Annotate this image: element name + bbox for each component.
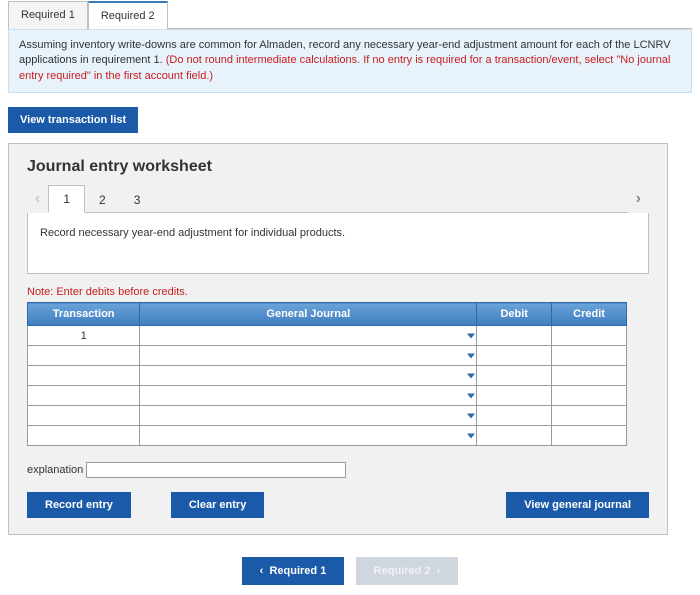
dropdown-arrow-icon	[467, 333, 475, 338]
cell-account[interactable]	[140, 346, 477, 366]
cell-debit[interactable]	[477, 326, 552, 346]
cell-credit[interactable]	[552, 366, 627, 386]
col-transaction: Transaction	[28, 303, 140, 326]
cell-transaction	[28, 366, 140, 386]
cell-credit[interactable]	[552, 426, 627, 446]
cell-debit[interactable]	[477, 346, 552, 366]
dropdown-arrow-icon	[467, 433, 475, 438]
tab-required-2[interactable]: Required 2	[88, 1, 168, 29]
cell-account[interactable]	[140, 326, 477, 346]
explanation-row: explanation	[27, 462, 649, 478]
nav-next-label: Required 2	[374, 565, 431, 577]
worksheet-tab-2[interactable]: 2	[85, 187, 120, 213]
view-transaction-list-button[interactable]: View transaction list	[8, 107, 138, 133]
table-row	[28, 386, 627, 406]
journal-table-body: 1	[28, 326, 627, 446]
cell-credit[interactable]	[552, 386, 627, 406]
worksheet-pager: ‹ 1 2 3 ›	[27, 184, 649, 213]
clear-entry-button[interactable]: Clear entry	[171, 492, 264, 518]
nav-prev-button[interactable]: ‹ Required 1	[242, 557, 345, 585]
cell-transaction	[28, 346, 140, 366]
table-row	[28, 346, 627, 366]
cell-transaction	[28, 426, 140, 446]
nav-next-button: Required 2 ›	[356, 557, 459, 585]
cell-account[interactable]	[140, 406, 477, 426]
cell-account[interactable]	[140, 426, 477, 446]
col-general-journal: General Journal	[140, 303, 477, 326]
col-debit: Debit	[477, 303, 552, 326]
table-row	[28, 366, 627, 386]
table-row	[28, 406, 627, 426]
entry-instruction: Record necessary year-end adjustment for…	[27, 213, 649, 274]
cell-debit[interactable]	[477, 406, 552, 426]
bottom-nav: ‹ Required 1 Required 2 ›	[0, 557, 700, 585]
cell-account[interactable]	[140, 366, 477, 386]
journal-table: Transaction General Journal Debit Credit…	[27, 302, 627, 446]
record-entry-button[interactable]: Record entry	[27, 492, 131, 518]
note-text: Note: Enter debits before credits.	[27, 286, 649, 298]
cell-account[interactable]	[140, 386, 477, 406]
tab-required-1[interactable]: Required 1	[8, 1, 88, 29]
chevron-left-icon: ‹	[260, 565, 264, 577]
worksheet-page-tabs: 1 2 3	[48, 184, 627, 213]
cell-transaction	[28, 406, 140, 426]
explanation-label: explanation	[27, 464, 83, 476]
chevron-left-icon[interactable]: ‹	[27, 190, 48, 208]
chevron-right-icon: ›	[437, 565, 441, 577]
cell-debit[interactable]	[477, 386, 552, 406]
table-row: 1	[28, 326, 627, 346]
dropdown-arrow-icon	[467, 373, 475, 378]
cell-credit[interactable]	[552, 346, 627, 366]
col-credit: Credit	[552, 303, 627, 326]
worksheet-buttons: Record entry Clear entry View general jo…	[27, 492, 649, 518]
view-general-journal-button[interactable]: View general journal	[506, 492, 649, 518]
cell-transaction	[28, 386, 140, 406]
nav-prev-label: Required 1	[269, 565, 326, 577]
cell-debit[interactable]	[477, 426, 552, 446]
explanation-input[interactable]	[86, 462, 346, 478]
instruction-panel: Assuming inventory write-downs are commo…	[8, 29, 692, 93]
table-row	[28, 426, 627, 446]
dropdown-arrow-icon	[467, 393, 475, 398]
worksheet-title: Journal entry worksheet	[27, 158, 649, 176]
outer-tabs: Required 1 Required 2	[8, 0, 692, 29]
worksheet-tab-3[interactable]: 3	[120, 187, 155, 213]
worksheet-tab-1[interactable]: 1	[48, 185, 85, 213]
cell-credit[interactable]	[552, 326, 627, 346]
journal-worksheet: Journal entry worksheet ‹ 1 2 3 › Record…	[8, 143, 668, 535]
cell-debit[interactable]	[477, 366, 552, 386]
cell-credit[interactable]	[552, 406, 627, 426]
dropdown-arrow-icon	[467, 353, 475, 358]
cell-transaction: 1	[28, 326, 140, 346]
dropdown-arrow-icon	[467, 413, 475, 418]
chevron-right-icon[interactable]: ›	[628, 190, 649, 208]
